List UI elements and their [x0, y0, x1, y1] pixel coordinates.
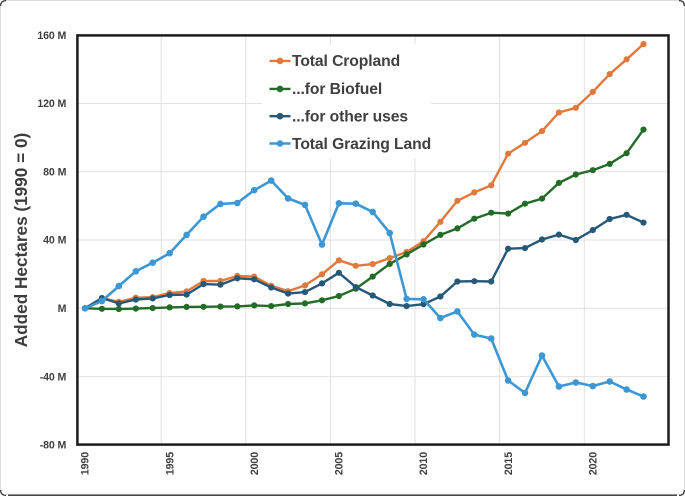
- svg-text:-80 M: -80 M: [40, 440, 67, 452]
- svg-text:2015: 2015: [503, 452, 515, 475]
- svg-text:2020: 2020: [588, 452, 600, 475]
- svg-text:...for Biofuel: ...for Biofuel: [292, 81, 382, 98]
- svg-text:2000: 2000: [249, 452, 261, 475]
- svg-text:...for other uses: ...for other uses: [292, 109, 408, 126]
- svg-text:Total Grazing Land: Total Grazing Land: [292, 136, 431, 153]
- svg-text:120 M: 120 M: [37, 98, 66, 110]
- svg-text:2005: 2005: [334, 452, 346, 475]
- svg-text:160 M: 160 M: [37, 30, 66, 42]
- svg-text:M: M: [58, 303, 67, 315]
- svg-text:1995: 1995: [164, 452, 176, 475]
- svg-text:-40 M: -40 M: [40, 371, 67, 383]
- svg-text:Added Hectares (1990 = 0): Added Hectares (1990 = 0): [11, 133, 31, 347]
- svg-text:40 M: 40 M: [43, 235, 66, 247]
- svg-text:80 M: 80 M: [43, 167, 66, 179]
- svg-text:2010: 2010: [418, 452, 430, 475]
- svg-text:1990: 1990: [80, 452, 92, 475]
- svg-text:Total Cropland: Total Cropland: [292, 53, 400, 70]
